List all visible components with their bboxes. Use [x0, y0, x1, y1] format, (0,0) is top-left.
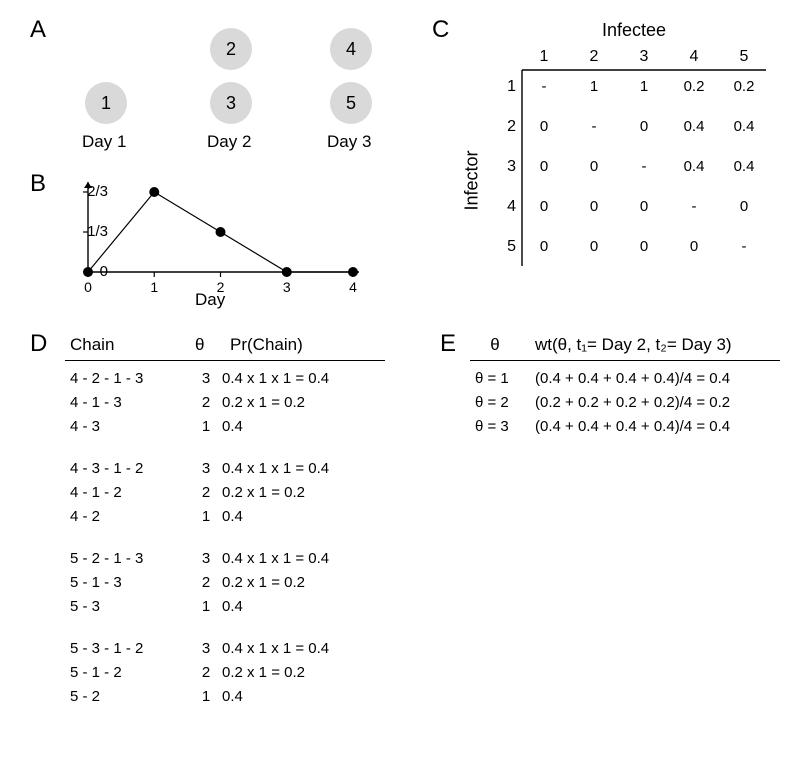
chain-row: 4 - 210.4 [70, 508, 412, 525]
pr-cell: 0.4 [222, 598, 412, 615]
chain-cell: 4 - 1 - 3 [70, 394, 190, 411]
svg-text:3: 3 [283, 279, 291, 295]
panel-c-matrix: Infectee Infector 123451-110.20.220-00.4… [430, 20, 785, 305]
day-label-2: Day 2 [207, 132, 251, 152]
chain-cell: 5 - 2 [70, 688, 190, 705]
wt-row: θ = 2(0.2 + 0.2 + 0.2 + 0.2)/4 = 0.2 [475, 394, 785, 411]
chain-cell: 5 - 1 - 3 [70, 574, 190, 591]
pr-cell: 0.4 [222, 508, 412, 525]
panel-d-label: D [30, 330, 47, 358]
wt-expr-cell: (0.4 + 0.4 + 0.4 + 0.4)/4 = 0.4 [535, 418, 785, 435]
wt-theta-cell: θ = 1 [475, 370, 535, 387]
pr-cell: 0.4 x 1 x 1 = 0.4 [222, 370, 412, 387]
chain-cell: 4 - 3 - 1 - 2 [70, 460, 190, 477]
line-chart-svg: 01234 [78, 180, 363, 300]
chain-cell: 4 - 1 - 2 [70, 484, 190, 501]
day-label-3: Day 3 [327, 132, 371, 152]
d-header-theta: θ [195, 335, 204, 355]
chain-cell: 4 - 2 [70, 508, 190, 525]
pr-cell: 0.4 x 1 x 1 = 0.4 [222, 460, 412, 477]
svg-text:1: 1 [150, 279, 158, 295]
e-header-rule [470, 360, 780, 361]
d-header-chain: Chain [70, 335, 114, 355]
wt-row: θ = 1(0.4 + 0.4 + 0.4 + 0.4)/4 = 0.4 [475, 370, 785, 387]
theta-cell: 3 [190, 550, 222, 567]
chain-cell: 5 - 3 [70, 598, 190, 615]
chain-cell: 4 - 2 - 1 - 3 [70, 370, 190, 387]
chain-row: 5 - 1 - 320.2 x 1 = 0.2 [70, 574, 412, 591]
wt-row: θ = 3(0.4 + 0.4 + 0.4 + 0.4)/4 = 0.4 [475, 418, 785, 435]
wt-expr-cell: (0.4 + 0.4 + 0.4 + 0.4)/4 = 0.4 [535, 370, 785, 387]
chain-cell: 5 - 1 - 2 [70, 664, 190, 681]
chain-cell: 4 - 3 [70, 418, 190, 435]
theta-cell: 1 [190, 598, 222, 615]
pr-cell: 0.4 x 1 x 1 = 0.4 [222, 550, 412, 567]
wt-theta-cell: θ = 2 [475, 394, 535, 411]
ytick-1/3: 1/3 [72, 223, 108, 240]
node-2: 2 [210, 28, 252, 70]
pr-cell: 0.2 x 1 = 0.2 [222, 484, 412, 501]
theta-cell: 1 [190, 688, 222, 705]
pr-cell: 0.4 [222, 688, 412, 705]
theta-cell: 1 [190, 508, 222, 525]
node-4: 4 [330, 28, 372, 70]
theta-cell: 3 [190, 640, 222, 657]
pr-cell: 0.4 x 1 x 1 = 0.4 [222, 640, 412, 657]
pr-cell: 0.2 x 1 = 0.2 [222, 664, 412, 681]
node-3: 3 [210, 82, 252, 124]
node-1: 1 [85, 82, 127, 124]
e-header-wt: wt(θ, t₁= Day 2, t₂= Day 3) [535, 335, 785, 355]
ytick-0: 0 [72, 263, 108, 280]
theta-cell: 3 [190, 370, 222, 387]
panel-e-label: E [440, 330, 456, 358]
theta-cell: 1 [190, 418, 222, 435]
panel-a-diagram: 1 2 3 4 5 Day 1 Day 2 Day 3 [30, 20, 390, 160]
chain-row: 5 - 2 - 1 - 330.4 x 1 x 1 = 0.4 [70, 550, 412, 567]
svg-text:4: 4 [349, 279, 357, 295]
theta-cell: 2 [190, 664, 222, 681]
ytick-2/3: 2/3 [72, 183, 108, 200]
node-5: 5 [330, 82, 372, 124]
chain-cell: 5 - 3 - 1 - 2 [70, 640, 190, 657]
chain-row: 5 - 310.4 [70, 598, 412, 615]
chart-xlabel: Day [195, 290, 225, 310]
theta-cell: 2 [190, 484, 222, 501]
wt-expr-cell: (0.2 + 0.2 + 0.2 + 0.2)/4 = 0.2 [535, 394, 785, 411]
panel-b-chart: 01234 01/32/3Day [30, 170, 390, 315]
matrix-bracket [430, 20, 790, 310]
theta-cell: 2 [190, 394, 222, 411]
theta-cell: 3 [190, 460, 222, 477]
d-header-rule [65, 360, 385, 361]
chain-row: 4 - 3 - 1 - 230.4 x 1 x 1 = 0.4 [70, 460, 412, 477]
chain-cell: 5 - 2 - 1 - 3 [70, 550, 190, 567]
pr-cell: 0.2 x 1 = 0.2 [222, 574, 412, 591]
chain-row: 4 - 2 - 1 - 330.4 x 1 x 1 = 0.4 [70, 370, 412, 387]
chain-row: 4 - 310.4 [70, 418, 412, 435]
pr-cell: 0.4 [222, 418, 412, 435]
chain-row: 5 - 210.4 [70, 688, 412, 705]
chain-row: 4 - 1 - 320.2 x 1 = 0.2 [70, 394, 412, 411]
d-header-pr: Pr(Chain) [230, 335, 303, 355]
chain-row: 4 - 1 - 220.2 x 1 = 0.2 [70, 484, 412, 501]
day-label-1: Day 1 [82, 132, 126, 152]
pr-cell: 0.2 x 1 = 0.2 [222, 394, 412, 411]
wt-theta-cell: θ = 3 [475, 418, 535, 435]
svg-text:0: 0 [84, 279, 92, 295]
e-header-theta: θ [480, 335, 510, 355]
chain-row: 5 - 1 - 220.2 x 1 = 0.2 [70, 664, 412, 681]
chain-row: 5 - 3 - 1 - 230.4 x 1 x 1 = 0.4 [70, 640, 412, 657]
theta-cell: 2 [190, 574, 222, 591]
